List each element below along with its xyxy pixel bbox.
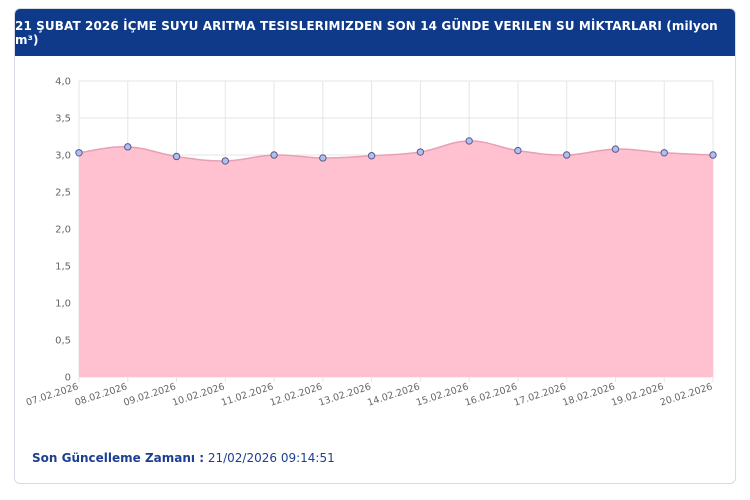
y-tick-label: 3,5 bbox=[55, 114, 71, 125]
x-tick-label: 11.02.2026 bbox=[220, 381, 275, 408]
chart-header: 21 ŞUBAT 2026 İÇME SUYU ARITMA TESISLERI… bbox=[15, 9, 735, 56]
chart-points bbox=[75, 137, 717, 165]
data-point bbox=[465, 137, 473, 145]
x-tick-label: 07.02.2026 bbox=[25, 381, 80, 408]
data-point bbox=[124, 143, 132, 151]
x-tick-label: 08.02.2026 bbox=[74, 381, 129, 408]
y-tick-label: 2,0 bbox=[55, 225, 71, 236]
last-updated-value: 21/02/2026 09:14:51 bbox=[207, 451, 335, 465]
x-tick-label: 19.02.2026 bbox=[610, 381, 665, 408]
x-tick-label: 18.02.2026 bbox=[561, 381, 616, 408]
y-tick-label: 0,5 bbox=[55, 336, 71, 347]
data-point bbox=[514, 146, 522, 155]
chart-card: 21 ŞUBAT 2026 İÇME SUYU ARITMA TESISLERI… bbox=[14, 8, 736, 484]
x-tick-label: 16.02.2026 bbox=[464, 381, 519, 408]
y-tick-label: 1,0 bbox=[55, 299, 71, 310]
y-tick-label: 2,5 bbox=[55, 188, 71, 199]
data-point bbox=[416, 148, 425, 156]
area-fill bbox=[79, 140, 713, 377]
y-axis-ticks: 0 0,5 1,0 1,5 2,0 2,5 3,0 3,5 4,0 bbox=[55, 77, 71, 384]
x-axis-ticks: 07.02.202608.02.202609.02.202610.02.2026… bbox=[25, 381, 714, 408]
data-point bbox=[319, 154, 327, 162]
x-tick-label: 17.02.2026 bbox=[512, 381, 567, 408]
data-point bbox=[660, 149, 668, 157]
chart-title: 21 ŞUBAT 2026 İÇME SUYU ARITMA TESISLERI… bbox=[15, 18, 718, 47]
data-point bbox=[709, 151, 717, 159]
data-point bbox=[172, 152, 181, 161]
area-line bbox=[78, 140, 714, 162]
area-chart: 0 0,5 1,0 1,5 2,0 2,5 3,0 3,5 4,0 07.02.202608.0… bbox=[25, 77, 717, 409]
chart-area: 0 0,5 1,0 1,5 2,0 2,5 3,0 3,5 4,0 07.02.2026 08.0… bbox=[15, 56, 735, 436]
data-point bbox=[75, 149, 83, 157]
last-updated: Son Güncelleme Zamanı : 21/02/2026 09:14… bbox=[32, 451, 335, 465]
data-point bbox=[367, 152, 376, 160]
y-tick-label: 1,5 bbox=[55, 262, 71, 273]
x-tick-label: 20.02.2026 bbox=[659, 381, 714, 408]
x-tick-label: 15.02.2026 bbox=[415, 381, 470, 408]
data-point bbox=[562, 151, 571, 159]
y-tick-label: 4,0 bbox=[55, 77, 71, 88]
x-tick-label: 14.02.2026 bbox=[366, 381, 421, 408]
x-tick-label: 12.02.2026 bbox=[269, 381, 324, 408]
data-point bbox=[270, 151, 278, 159]
chart-area-layer bbox=[78, 140, 714, 377]
data-point bbox=[611, 145, 620, 153]
x-tick-label: 13.02.2026 bbox=[317, 381, 372, 408]
y-tick-label: 3,0 bbox=[55, 151, 71, 162]
last-updated-label: Son Güncelleme Zamanı : bbox=[32, 451, 205, 465]
data-point bbox=[221, 157, 230, 165]
x-tick-label: 09.02.2026 bbox=[122, 381, 177, 408]
y-tick-label: 0 bbox=[65, 373, 71, 384]
x-tick-label: 10.02.2026 bbox=[171, 381, 226, 408]
